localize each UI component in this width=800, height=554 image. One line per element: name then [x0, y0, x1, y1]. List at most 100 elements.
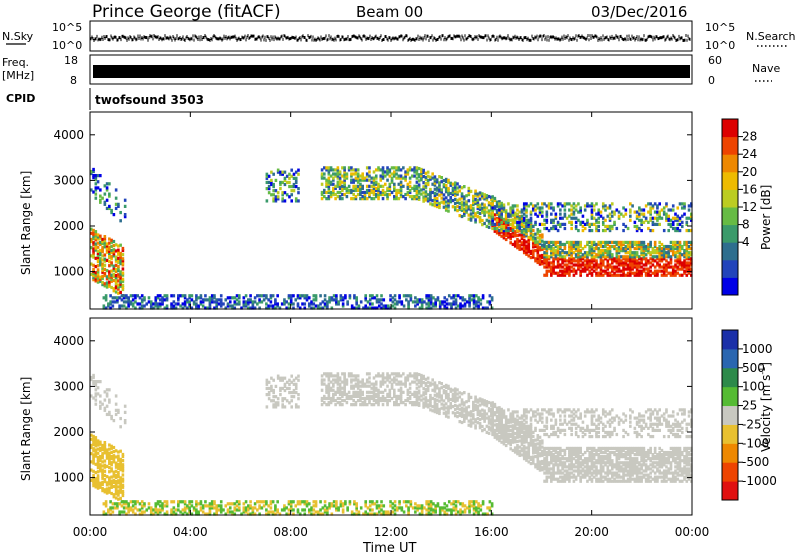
power-cell: [474, 193, 477, 197]
freq-label: Freq.: [2, 56, 29, 69]
velocity-cell: [487, 417, 491, 421]
power-cell: [386, 192, 389, 197]
power-cell: [393, 298, 397, 302]
power-cell: [415, 194, 419, 199]
power-cell: [516, 216, 519, 220]
power-cell: [687, 228, 691, 233]
power-cell: [687, 271, 691, 275]
velocity-cell: [320, 382, 324, 386]
velocity-cell: [588, 450, 592, 455]
power-cell: [462, 213, 466, 217]
power-cell: [117, 269, 120, 273]
power-cell: [540, 253, 544, 258]
power-cell: [642, 269, 646, 273]
velocity-cell: [527, 448, 531, 452]
power-cell: [561, 251, 564, 255]
velocity-cell: [545, 479, 549, 483]
power-cell: [379, 176, 383, 180]
velocity-cell: [397, 396, 401, 401]
velocity-cell: [502, 411, 506, 415]
velocity-cell: [476, 416, 480, 421]
velocity-cell: [108, 412, 111, 417]
velocity-cell: [456, 392, 459, 396]
velocity-cell: [579, 475, 582, 479]
velocity-cell: [590, 463, 594, 467]
power-cell: [117, 260, 120, 265]
velocity-cell: [570, 457, 573, 461]
power-cell: [590, 212, 594, 216]
power-cell: [590, 202, 594, 206]
velocity-cell: [114, 496, 118, 500]
power-cell: [545, 246, 549, 251]
velocity-cell: [550, 452, 553, 457]
power-cell: [440, 188, 444, 192]
power-cell: [343, 184, 346, 188]
velocity-cell: [540, 459, 544, 464]
velocity-cell: [101, 460, 104, 464]
power-cell: [117, 273, 120, 277]
velocity-cell: [431, 409, 434, 413]
power-cell: [346, 302, 349, 306]
power-cell: [108, 206, 111, 211]
velocity-cell: [433, 410, 437, 414]
power-cell: [451, 205, 455, 209]
velocity-cell: [572, 450, 576, 455]
velocity-cell: [615, 446, 619, 451]
power-cell: [112, 252, 116, 256]
power-cell: [108, 241, 111, 245]
velocity-cell: [538, 435, 542, 439]
velocity-cell: [90, 375, 93, 380]
power-cell: [117, 252, 120, 256]
power-cell: [110, 257, 113, 261]
power-cell: [350, 197, 353, 201]
power-cell: [374, 176, 378, 180]
freq-frame: [89, 54, 693, 85]
velocity-cell: [117, 450, 120, 454]
power-cell: [114, 257, 118, 261]
power-cell: [479, 302, 483, 306]
power-cell: [396, 302, 399, 306]
power-cell: [531, 251, 535, 255]
power-cell: [518, 226, 522, 231]
power-cell: [656, 255, 659, 259]
power-cell: [509, 210, 512, 214]
velocity-cell: [622, 479, 625, 483]
velocity-cell: [478, 399, 482, 403]
power-cell: [613, 222, 616, 227]
power-cell: [399, 174, 403, 178]
velocity-cell: [601, 475, 605, 479]
power-cell: [498, 228, 501, 233]
velocity-cell: [561, 463, 564, 467]
velocity-cell: [411, 403, 414, 407]
power-cell: [332, 192, 335, 197]
velocity-cell: [320, 374, 324, 378]
velocity-cell: [483, 419, 486, 423]
velocity-cell: [426, 405, 430, 409]
velocity-cell: [352, 374, 355, 378]
velocity-cell: [538, 464, 542, 468]
power-cell: [484, 306, 487, 310]
power-cell: [368, 192, 371, 197]
power-ylabel: Slant Range [km]: [19, 171, 33, 275]
velocity-cell: [538, 452, 542, 456]
power-cell: [458, 189, 462, 193]
power-cell: [658, 257, 661, 261]
power-cell: [579, 257, 582, 261]
power-cell: [415, 172, 419, 176]
velocity-cell: [121, 479, 125, 483]
power-cell: [102, 296, 106, 300]
velocity-cell: [297, 374, 300, 378]
velocity-cell: [595, 479, 598, 483]
velocity-cell: [620, 446, 623, 451]
power-cell: [433, 195, 437, 200]
power-cell: [563, 246, 567, 251]
power-cell: [633, 257, 637, 261]
power-cell: [608, 249, 612, 253]
power-cell: [399, 176, 403, 180]
power-cell: [531, 228, 535, 233]
power-cell: [520, 224, 524, 228]
power-cell: [188, 296, 191, 300]
velocity-cell: [550, 446, 553, 451]
nsky-tick-top: 10^5: [52, 21, 82, 34]
velocity-cell: [565, 465, 569, 469]
